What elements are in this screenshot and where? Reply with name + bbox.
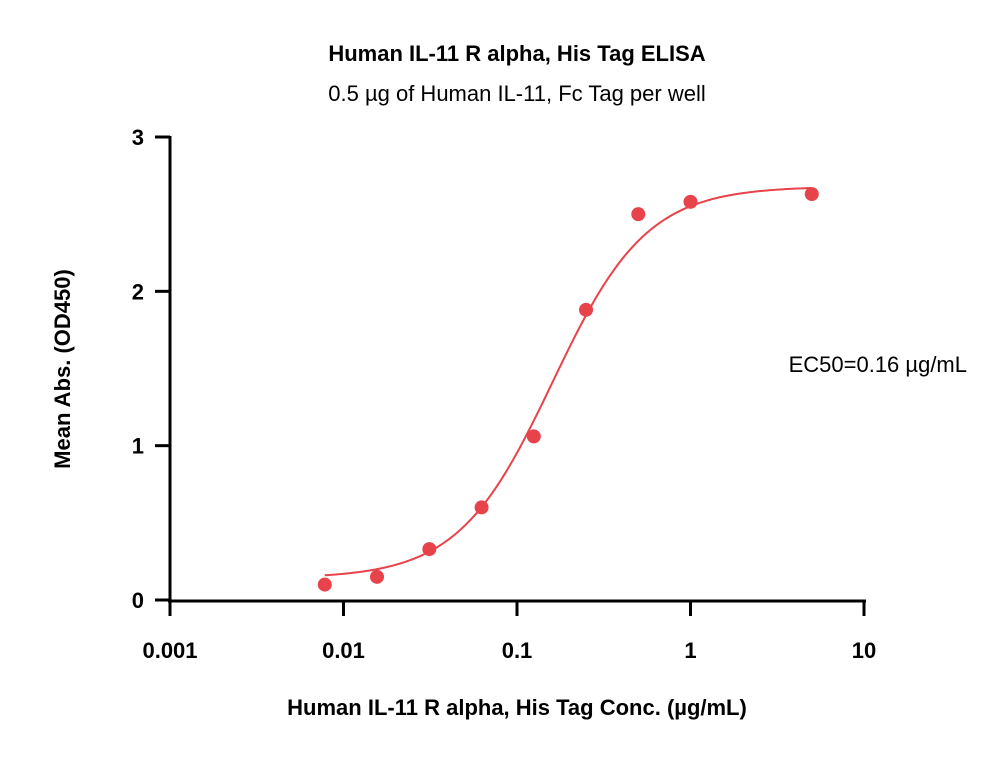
- data-point: [579, 302, 594, 317]
- data-point: [804, 187, 819, 202]
- x-tick-label: 0.01: [322, 638, 365, 663]
- data-point: [422, 542, 437, 557]
- x-ticks: 0.001 0.01 0.1 1 10: [142, 601, 876, 663]
- y-axis-label: Mean Abs. (OD450): [50, 269, 75, 469]
- x-tick-label: 0.1: [502, 638, 533, 663]
- y-tick-label: 1: [132, 434, 144, 459]
- y-tick-label: 0: [132, 588, 144, 613]
- y-tick-label: 3: [132, 125, 144, 150]
- x-axis-label: Human IL-11 R alpha, His Tag Conc. (µg/m…: [287, 695, 747, 720]
- ec50-annotation: EC50=0.16 µg/mL: [789, 352, 967, 377]
- data-point: [631, 207, 646, 222]
- y-axis: 0 1 2 3: [132, 125, 172, 613]
- y-ticks: 0 1 2 3: [132, 125, 170, 613]
- fit-curve: [324, 186, 812, 577]
- data-points: [317, 187, 819, 592]
- x-tick-label: 1: [684, 638, 696, 663]
- data-point: [474, 500, 489, 515]
- data-point: [370, 569, 385, 584]
- x-tick-label: 10: [852, 638, 876, 663]
- chart-subtitle: 0.5 µg of Human IL-11, Fc Tag per well: [328, 81, 706, 106]
- data-point: [683, 194, 698, 209]
- chart-title: Human IL-11 R alpha, His Tag ELISA: [328, 41, 705, 66]
- y-tick-label: 2: [132, 279, 144, 304]
- x-axis: 0.001 0.01 0.1 1 10: [142, 599, 876, 663]
- x-tick-label: 0.001: [142, 638, 197, 663]
- data-point: [317, 577, 332, 592]
- data-point: [526, 429, 541, 444]
